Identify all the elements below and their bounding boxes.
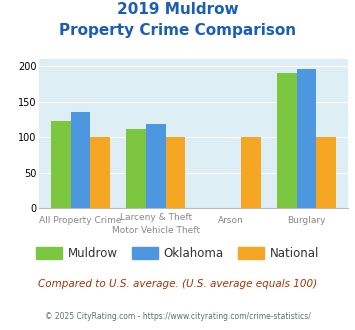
Text: 2019 Muldrow: 2019 Muldrow [117,2,238,16]
Text: © 2025 CityRating.com - https://www.cityrating.com/crime-statistics/: © 2025 CityRating.com - https://www.city… [45,312,310,321]
Text: All Property Crime: All Property Crime [39,216,122,225]
Legend: Muldrow, Oklahoma, National: Muldrow, Oklahoma, National [31,242,324,264]
Bar [277,73,297,208]
Bar [241,137,261,208]
Bar [146,124,165,208]
Bar [126,129,146,208]
Bar [165,137,185,208]
Text: Compared to U.S. average. (U.S. average equals 100): Compared to U.S. average. (U.S. average … [38,279,317,289]
Text: Burglary: Burglary [287,216,326,225]
Text: Property Crime Comparison: Property Crime Comparison [59,23,296,38]
Text: Larceny & Theft: Larceny & Theft [120,213,192,222]
Bar [297,69,316,208]
Bar [51,121,71,208]
Text: Arson: Arson [218,216,244,225]
Bar [90,137,110,208]
Bar [71,113,90,208]
Text: Motor Vehicle Theft: Motor Vehicle Theft [112,226,200,235]
Bar [316,137,336,208]
